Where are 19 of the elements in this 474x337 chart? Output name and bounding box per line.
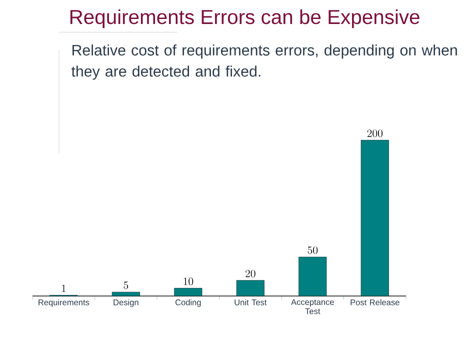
- bar: [112, 292, 140, 296]
- x-tick-label: Requirements: [38, 298, 90, 307]
- bar: [360, 140, 389, 296]
- x-tick-label: Unit Test: [234, 298, 267, 306]
- data-label: 1: [62, 284, 66, 292]
- data-label: 10: [184, 277, 194, 285]
- data-label: 200: [367, 129, 383, 137]
- x-tick-label: Coding: [175, 298, 201, 307]
- x-tick-label: Acceptance Test: [291, 298, 334, 314]
- chart-subtitle: Relative cost of requirements errors, depending on when they are detected and fixed.: [71, 44, 457, 80]
- data-label: 50: [308, 246, 318, 254]
- data-label: 5: [124, 281, 128, 289]
- bar: [174, 288, 202, 296]
- data-label: 20: [246, 270, 256, 278]
- x-tick-label: Design: [114, 298, 138, 307]
- chart-title: Requirements Errors can be Expensive: [70, 9, 420, 28]
- bar: [298, 256, 327, 296]
- bar: [236, 280, 264, 296]
- x-tick-label: Post Release: [350, 298, 400, 306]
